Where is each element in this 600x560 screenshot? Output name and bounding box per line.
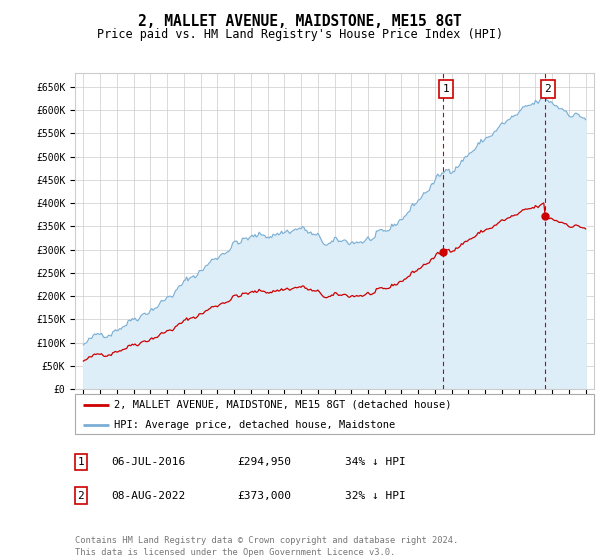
Text: 32% ↓ HPI: 32% ↓ HPI — [345, 491, 406, 501]
Text: £294,950: £294,950 — [237, 457, 291, 467]
Text: 1: 1 — [443, 84, 449, 94]
Text: 2, MALLET AVENUE, MAIDSTONE, ME15 8GT (detached house): 2, MALLET AVENUE, MAIDSTONE, ME15 8GT (d… — [114, 400, 451, 410]
Text: 06-JUL-2016: 06-JUL-2016 — [111, 457, 185, 467]
Text: HPI: Average price, detached house, Maidstone: HPI: Average price, detached house, Maid… — [114, 420, 395, 430]
Text: 2: 2 — [77, 491, 85, 501]
FancyBboxPatch shape — [75, 394, 594, 434]
Text: 1: 1 — [77, 457, 85, 467]
Text: 2: 2 — [545, 84, 551, 94]
Text: Price paid vs. HM Land Registry's House Price Index (HPI): Price paid vs. HM Land Registry's House … — [97, 28, 503, 41]
Text: 08-AUG-2022: 08-AUG-2022 — [111, 491, 185, 501]
Text: £373,000: £373,000 — [237, 491, 291, 501]
Text: 34% ↓ HPI: 34% ↓ HPI — [345, 457, 406, 467]
Text: Contains HM Land Registry data © Crown copyright and database right 2024.
This d: Contains HM Land Registry data © Crown c… — [75, 536, 458, 557]
Text: 2, MALLET AVENUE, MAIDSTONE, ME15 8GT: 2, MALLET AVENUE, MAIDSTONE, ME15 8GT — [138, 14, 462, 29]
